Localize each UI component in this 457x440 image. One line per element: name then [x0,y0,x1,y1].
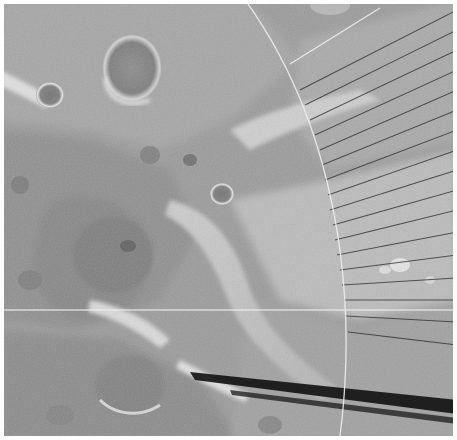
graticule [4,4,454,436]
scan-streaks [299,10,454,346]
dark-streak [190,372,454,424]
